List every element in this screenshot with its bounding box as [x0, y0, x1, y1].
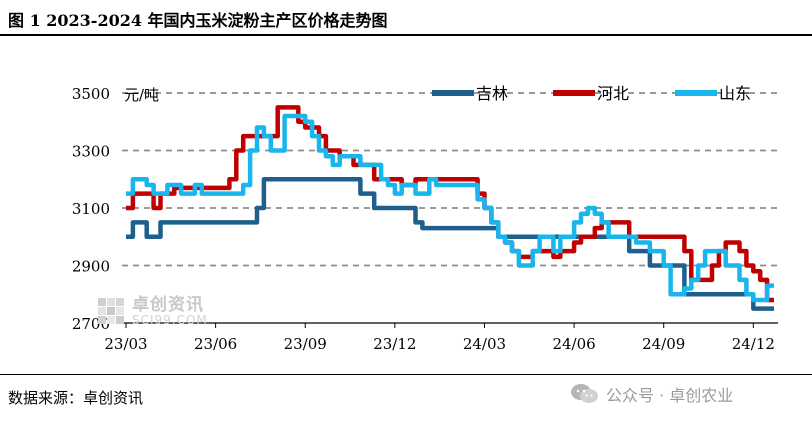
x-tick-label: 24/06: [552, 335, 595, 353]
x-tick-label: 23/12: [373, 335, 416, 353]
x-tick-label: 23/09: [284, 335, 327, 353]
series-line: [126, 105, 774, 303]
series-line: [126, 113, 774, 303]
y-tick-label: 2900: [72, 258, 110, 276]
legend-label: 山东: [719, 84, 751, 103]
wechat-icon: [571, 384, 598, 403]
y-tick-label: 3100: [72, 200, 110, 218]
legend-label: 吉林: [476, 84, 508, 103]
wechat-watermark: 公众号 · 卓创农业: [570, 379, 733, 409]
axes: [122, 322, 778, 328]
series-line: [126, 177, 774, 311]
legend: 吉林 河北 山东: [432, 84, 751, 103]
chart-watermark: 卓创资讯 SCI99.COM: [96, 296, 208, 326]
chart-area: 卓创资讯 SCI99.COM 2700 2900 3100 3300 3500 23/03…: [0, 36, 812, 374]
watermark-sub-text: SCI99.COM: [132, 312, 208, 327]
x-tick-label: 24/09: [642, 335, 685, 353]
figure-title: 图 1 2023-2024 年国内玉米淀粉主产区价格走势图: [8, 11, 388, 30]
y-tick-label: 3500: [72, 85, 110, 103]
x-tick-label: 23/03: [104, 335, 147, 353]
x-tick-label: 24/12: [732, 335, 775, 353]
series-lines: [126, 105, 774, 311]
x-tick-label: 23/06: [194, 335, 237, 353]
data-source: 数据来源：卓创资讯: [8, 389, 144, 407]
wechat-account-text: 公众号 · 卓创农业: [606, 386, 734, 405]
x-tick-label: 24/03: [463, 335, 506, 353]
y-unit-label: 元/吨: [124, 86, 159, 104]
sci99-logo-icon: [98, 298, 124, 324]
watermark-main-text: 卓创资讯: [132, 294, 204, 315]
source-bar: 数据来源：卓创资讯 公众号 · 卓创农业: [0, 374, 812, 421]
legend-label: 河北: [597, 84, 629, 103]
title-bar: 图 1 2023-2024 年国内玉米淀粉主产区价格走势图: [0, 0, 812, 36]
y-tick-label: 3300: [72, 143, 110, 161]
